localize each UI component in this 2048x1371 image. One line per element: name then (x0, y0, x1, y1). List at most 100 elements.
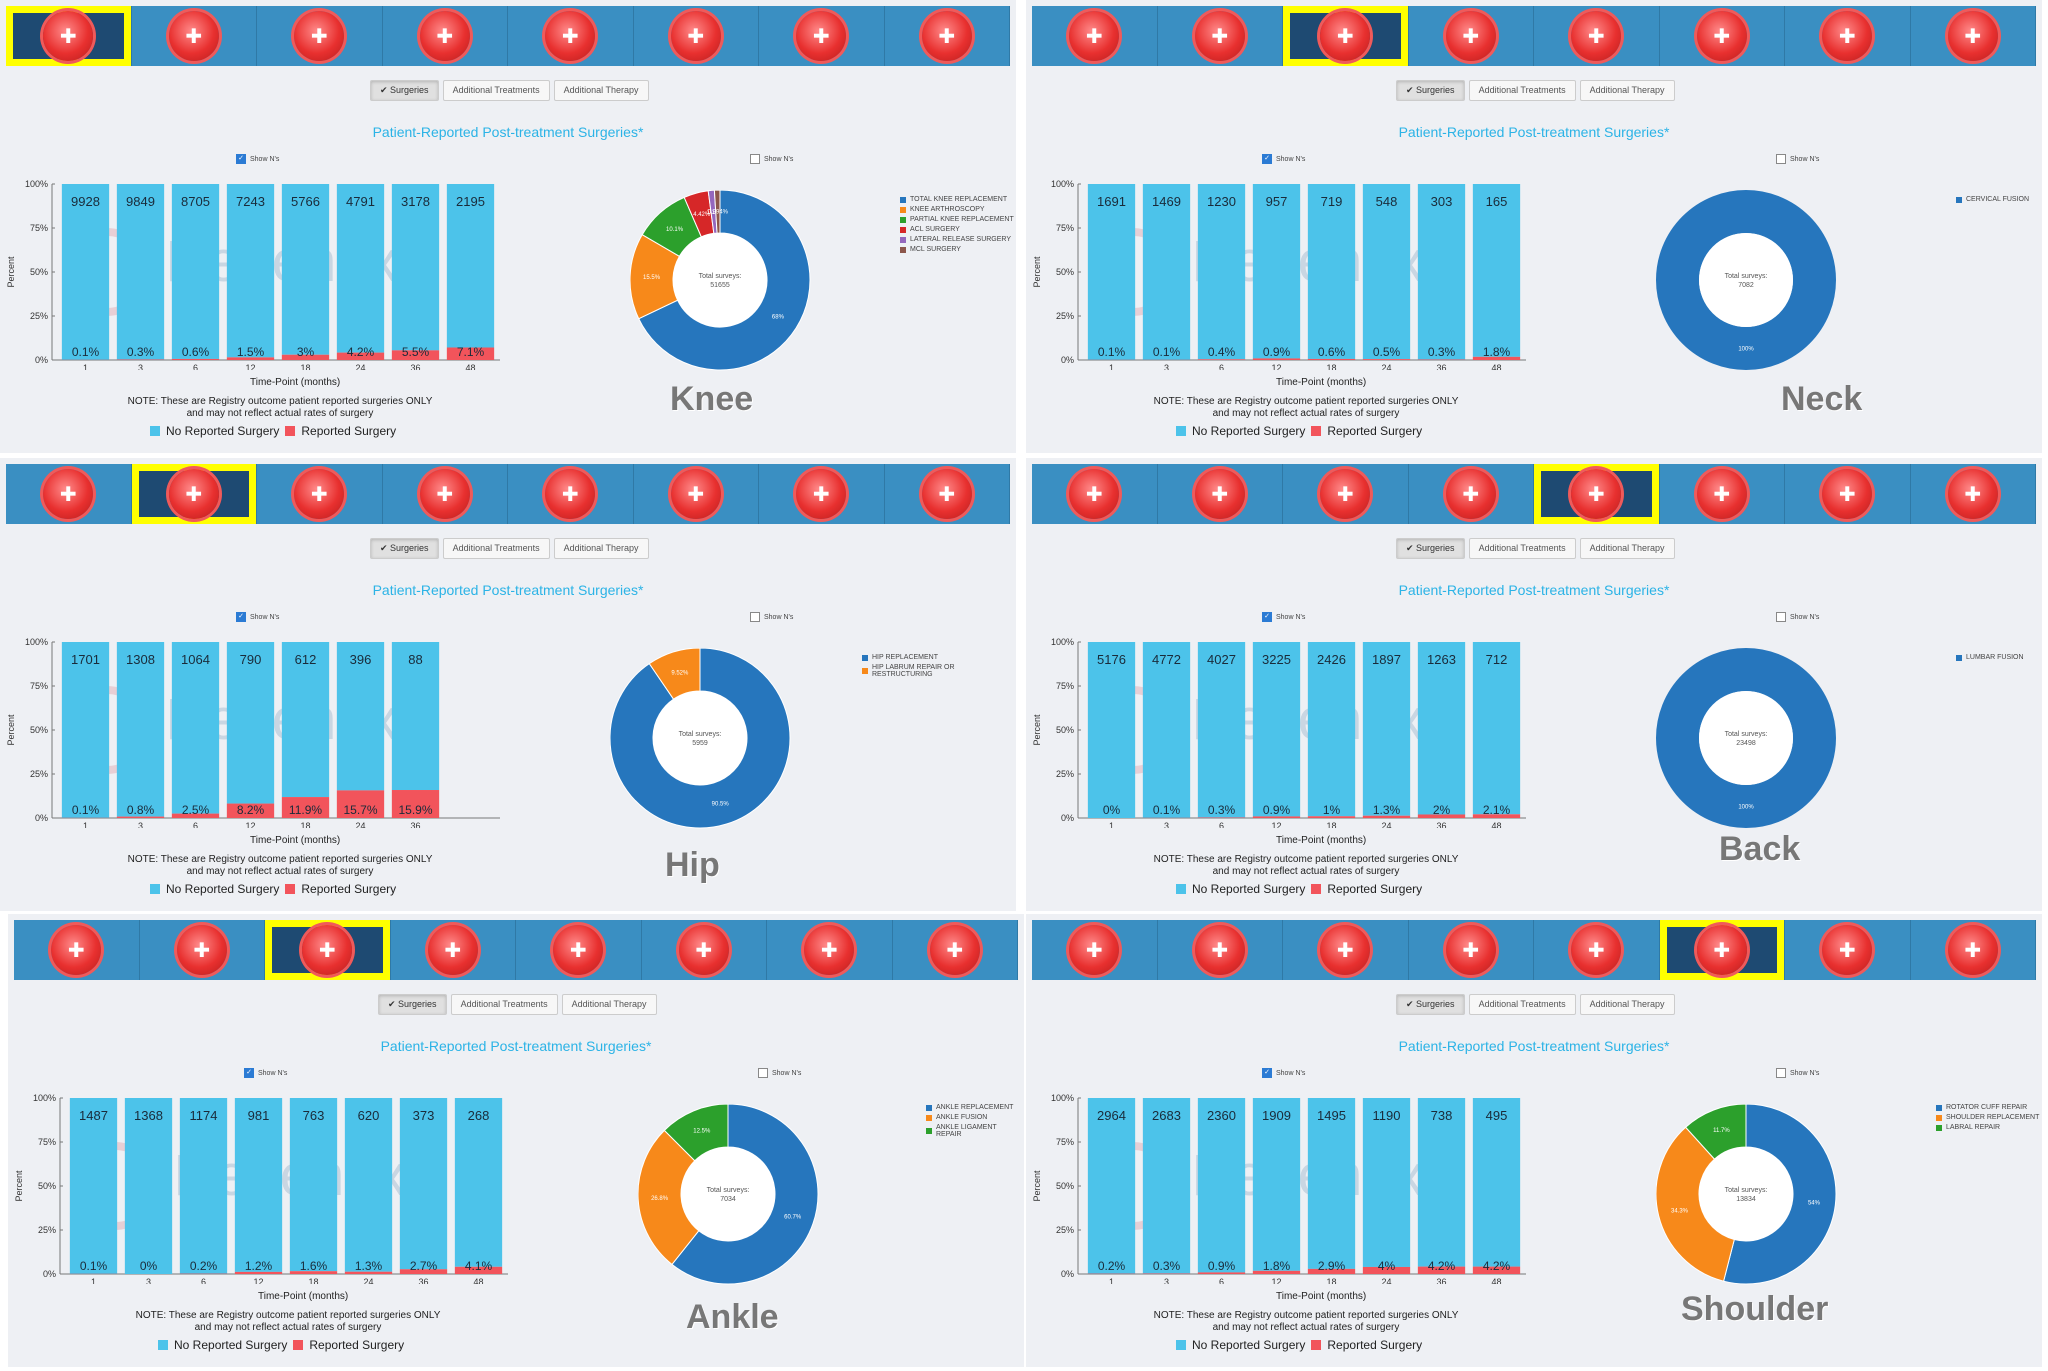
show-n-toggle-donut[interactable]: Show N's (1776, 154, 1819, 164)
joint-tab-4[interactable]: ✚ (383, 464, 508, 524)
bar-no-surgery[interactable] (281, 642, 330, 798)
bar-surgery[interactable] (171, 358, 220, 360)
bar-no-surgery[interactable] (1362, 642, 1411, 816)
joint-tab-2[interactable]: ✚ (132, 6, 257, 66)
joint-tab-4[interactable]: ✚ (383, 6, 508, 66)
bar-no-surgery[interactable] (1197, 642, 1246, 818)
donut-legend-item[interactable]: LATERAL RELEASE SURGERY (900, 236, 1014, 243)
joint-tab-4[interactable]: ✚ (1409, 920, 1534, 980)
show-n-toggle-bars[interactable]: ✓ Show N's (1262, 612, 1305, 622)
show-n-toggle-bars[interactable]: ✓ Show N's (1262, 1068, 1305, 1078)
checkbox-icon[interactable]: ✓ (236, 154, 246, 164)
donut-legend-item[interactable]: TOTAL KNEE REPLACEMENT (900, 196, 1014, 203)
bar-surgery[interactable] (281, 797, 330, 818)
donut-legend-item[interactable]: SHOULDER REPLACEMENT (1936, 1114, 2039, 1121)
checkbox-icon[interactable]: ✓ (1262, 612, 1272, 622)
show-n-toggle-bars[interactable]: ✓ Show N's (244, 1068, 287, 1078)
joint-tab-6[interactable]: ✚ (1660, 6, 1785, 66)
joint-tab-2[interactable]: ✚ (1158, 920, 1283, 980)
checkbox-icon[interactable] (750, 612, 760, 622)
bar-no-surgery[interactable] (1472, 184, 1521, 357)
bar-no-surgery[interactable] (124, 1098, 173, 1274)
subtab-surgeries[interactable]: ✔ Surgeries (370, 80, 439, 101)
bar-no-surgery[interactable] (281, 184, 330, 355)
bar-surgery[interactable] (1252, 816, 1301, 818)
checkbox-icon[interactable]: ✓ (1262, 1068, 1272, 1078)
subtab-additional-therapy[interactable]: Additional Therapy (553, 538, 649, 559)
donut-legend-item[interactable]: ROTATOR CUFF REPAIR (1936, 1104, 2039, 1111)
joint-tab-8[interactable]: ✚ (1911, 920, 2036, 980)
bar-surgery[interactable] (171, 813, 220, 818)
bar-surgery[interactable] (226, 357, 275, 360)
bar-no-surgery[interactable] (179, 1098, 228, 1274)
subtab-additional-treatments[interactable]: Additional Treatments (1468, 538, 1576, 559)
bar-no-surgery[interactable] (171, 184, 220, 359)
bar-no-surgery[interactable] (1417, 1098, 1466, 1267)
bar-surgery[interactable] (1252, 358, 1301, 360)
bar-no-surgery[interactable] (391, 184, 440, 351)
bar-surgery[interactable] (1417, 814, 1466, 818)
donut-legend-item[interactable]: HIP REPLACEMENT (862, 654, 1016, 661)
bar-no-surgery[interactable] (226, 642, 275, 804)
bar-no-surgery[interactable] (1307, 184, 1356, 359)
bar-surgery[interactable] (391, 790, 440, 818)
joint-tab-6[interactable]: ✚ (634, 6, 759, 66)
bar-no-surgery[interactable] (1472, 1098, 1521, 1267)
joint-tab-1[interactable]: ✚ (1032, 464, 1158, 524)
bar-no-surgery[interactable] (1087, 184, 1136, 360)
subtab-additional-treatments[interactable]: Additional Treatments (442, 538, 550, 559)
bar-surgery[interactable] (1142, 1273, 1191, 1274)
bar-no-surgery[interactable] (1362, 184, 1411, 360)
joint-tab-1[interactable]: ✚ (14, 920, 140, 980)
bar-surgery[interactable] (1472, 1266, 1521, 1274)
joint-tab-6[interactable]: ✚ (642, 920, 767, 980)
bar-no-surgery[interactable] (1142, 1098, 1191, 1274)
joint-tab-5[interactable]: ✚ (1534, 920, 1660, 980)
joint-tab-2[interactable]: ✚ (1158, 464, 1283, 524)
bar-no-surgery[interactable] (1252, 642, 1301, 817)
show-n-toggle-donut[interactable]: Show N's (758, 1068, 801, 1078)
subtab-additional-therapy[interactable]: Additional Therapy (1579, 80, 1675, 101)
checkbox-icon[interactable] (1776, 154, 1786, 164)
joint-tab-7[interactable]: ✚ (1785, 6, 1911, 66)
donut-legend-item[interactable]: LUMBAR FUSION (1956, 654, 2024, 661)
bar-no-surgery[interactable] (226, 184, 275, 358)
subtab-additional-treatments[interactable]: Additional Treatments (450, 994, 558, 1015)
bar-surgery[interactable] (1362, 1266, 1411, 1274)
joint-tab-1[interactable]: ✚ (6, 6, 132, 66)
bar-surgery[interactable] (1307, 358, 1356, 360)
joint-tab-6[interactable]: ✚ (1659, 920, 1785, 980)
subtab-additional-therapy[interactable]: Additional Therapy (553, 80, 649, 101)
joint-tab-8[interactable]: ✚ (1911, 6, 2036, 66)
bar-no-surgery[interactable] (1417, 184, 1466, 360)
joint-tab-3[interactable]: ✚ (1283, 920, 1409, 980)
bar-surgery[interactable] (1362, 815, 1411, 818)
subtab-additional-therapy[interactable]: Additional Therapy (1579, 538, 1675, 559)
bar-no-surgery[interactable] (399, 1098, 448, 1270)
bar-surgery[interactable] (116, 816, 165, 818)
subtab-additional-treatments[interactable]: Additional Treatments (442, 80, 550, 101)
joint-tab-1[interactable]: ✚ (1032, 6, 1158, 66)
joint-tab-5[interactable]: ✚ (516, 920, 642, 980)
joint-tab-2[interactable]: ✚ (1158, 6, 1283, 66)
subtab-additional-treatments[interactable]: Additional Treatments (1468, 994, 1576, 1015)
checkbox-icon[interactable] (1776, 612, 1786, 622)
show-n-toggle-donut[interactable]: Show N's (750, 154, 793, 164)
joint-tab-3[interactable]: ✚ (257, 6, 383, 66)
joint-tab-6[interactable]: ✚ (1660, 464, 1785, 524)
bar-surgery[interactable] (454, 1266, 503, 1274)
bar-surgery[interactable] (1417, 359, 1466, 360)
bar-no-surgery[interactable] (1087, 642, 1136, 818)
joint-tab-5[interactable]: ✚ (1534, 6, 1660, 66)
subtab-surgeries[interactable]: ✔ Surgeries (378, 994, 447, 1015)
subtab-surgeries[interactable]: ✔ Surgeries (1396, 538, 1465, 559)
bar-surgery[interactable] (1197, 359, 1246, 360)
joint-tab-7[interactable]: ✚ (767, 920, 893, 980)
bar-surgery[interactable] (116, 359, 165, 360)
bar-surgery[interactable] (1417, 1266, 1466, 1274)
bar-no-surgery[interactable] (1197, 184, 1246, 360)
bar-no-surgery[interactable] (1087, 1098, 1136, 1274)
bar-no-surgery[interactable] (1362, 1098, 1411, 1267)
bar-surgery[interactable] (1307, 816, 1356, 818)
subtab-surgeries[interactable]: ✔ Surgeries (1396, 80, 1465, 101)
